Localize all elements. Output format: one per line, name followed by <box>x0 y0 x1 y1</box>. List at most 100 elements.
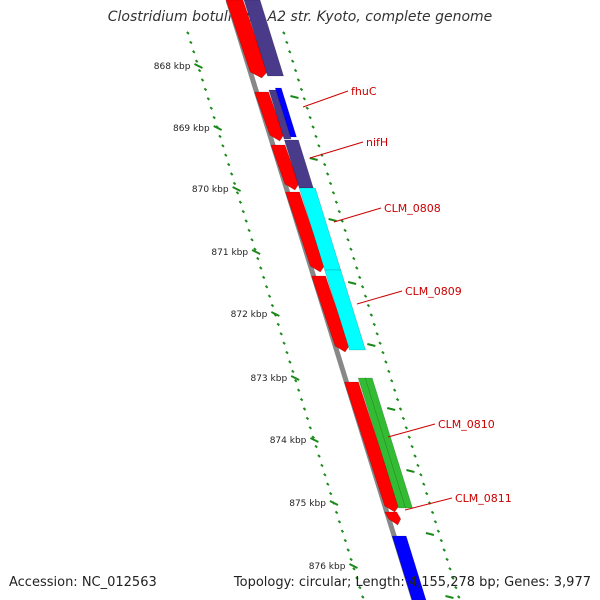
gene-label: CLM_0808 <box>384 202 441 215</box>
tick-right <box>422 482 426 486</box>
tick-right <box>404 426 409 430</box>
tick-left <box>203 87 208 92</box>
tick-left <box>192 50 196 54</box>
tick-left <box>227 162 231 167</box>
genome-title: Clostridium botulinum A2 str. Kyoto, com… <box>107 9 493 25</box>
label-leader-line <box>309 141 364 159</box>
cds-bar <box>344 381 400 513</box>
tick-right <box>311 125 315 129</box>
tick-right <box>317 144 321 148</box>
tick-left <box>241 209 245 214</box>
tick-left <box>352 567 356 571</box>
tick-left <box>326 482 330 486</box>
label-leader-line <box>333 207 382 223</box>
tick-left <box>264 285 269 289</box>
tick-right <box>433 520 438 524</box>
label-leader-line <box>387 423 436 438</box>
major-tick-right <box>406 469 415 473</box>
tick-left <box>186 31 190 35</box>
tick-left <box>317 454 321 458</box>
gene-label: fhuC <box>351 85 377 98</box>
tick-right <box>378 341 382 345</box>
tick-right <box>328 181 333 186</box>
tick-right <box>282 31 286 35</box>
tick-right <box>381 350 385 355</box>
tick-right <box>290 59 295 63</box>
tick-right <box>451 576 455 580</box>
tick-right <box>407 435 411 439</box>
tick-left <box>253 247 257 251</box>
tick-left <box>197 68 202 73</box>
tick-right <box>387 369 391 374</box>
genome-summary-text: Topology: circular; Length: 4,155,278 bp… <box>233 575 591 590</box>
kbp-label: 868 kbp <box>154 62 191 72</box>
tick-left <box>337 520 342 524</box>
gene-bar <box>324 269 366 351</box>
gene-features <box>225 0 427 600</box>
cds-bar <box>254 91 285 142</box>
tick-left <box>288 360 292 364</box>
tick-left <box>308 426 313 430</box>
tick-right <box>296 78 301 82</box>
tick-left <box>282 341 286 345</box>
tick-right <box>398 407 403 411</box>
gene-labels: fhuC nifH CLM_0808 CLM_0809 CLM_0810 CLM_0811 <box>302 85 512 511</box>
major-tick-left <box>213 125 223 131</box>
tick-left <box>299 397 304 402</box>
tick-right <box>343 228 347 233</box>
tick-right <box>390 379 394 383</box>
tick-left <box>259 266 263 270</box>
tick-right <box>372 322 376 327</box>
tick-right <box>337 209 341 214</box>
tick-left <box>261 275 266 280</box>
major-tick-left <box>194 63 203 69</box>
major-tick-right <box>386 407 396 411</box>
tick-right <box>363 294 368 298</box>
tick-right <box>293 68 298 73</box>
major-tick-left <box>232 186 242 192</box>
gene-label: CLM_0809 <box>405 285 462 298</box>
kbp-label: 876 kbp <box>309 562 346 572</box>
gene-label: CLM_0810 <box>438 418 495 431</box>
tick-right <box>325 172 330 176</box>
tick-right <box>352 256 356 261</box>
tick-left <box>346 548 350 552</box>
tick-right <box>357 275 362 280</box>
tick-left <box>279 332 283 336</box>
tick-left <box>314 444 318 449</box>
tick-left <box>267 294 272 298</box>
tick-left <box>340 529 345 533</box>
tick-left <box>221 144 225 148</box>
tick-left <box>247 228 251 233</box>
tick-left <box>238 200 243 204</box>
tick-left <box>244 219 248 223</box>
label-leader-line <box>356 290 403 305</box>
tick-left <box>343 538 347 543</box>
tick-right <box>334 200 339 204</box>
tick-right <box>323 162 327 167</box>
tick-left <box>206 97 211 101</box>
tick-right <box>308 115 312 120</box>
tick-right <box>299 87 304 92</box>
tick-left <box>328 491 333 496</box>
tick-right <box>454 585 458 590</box>
tick-right <box>424 491 429 496</box>
cds-bar <box>225 0 268 79</box>
tick-right <box>331 191 336 195</box>
tick-right <box>375 332 379 336</box>
label-leader-line <box>404 497 453 511</box>
kbp-label: 873 kbp <box>250 374 287 384</box>
major-tick-left <box>309 437 319 443</box>
tick-left <box>334 510 339 515</box>
tick-left <box>235 191 240 195</box>
tick-right <box>416 463 420 468</box>
tick-left <box>232 181 237 186</box>
tick-right <box>346 238 350 242</box>
tick-right <box>401 416 406 421</box>
kbp-label: 869 kbp <box>173 124 210 134</box>
major-tick-left <box>251 249 261 255</box>
tick-right <box>430 510 435 515</box>
gene-bar <box>391 535 427 600</box>
tick-left <box>358 585 362 590</box>
